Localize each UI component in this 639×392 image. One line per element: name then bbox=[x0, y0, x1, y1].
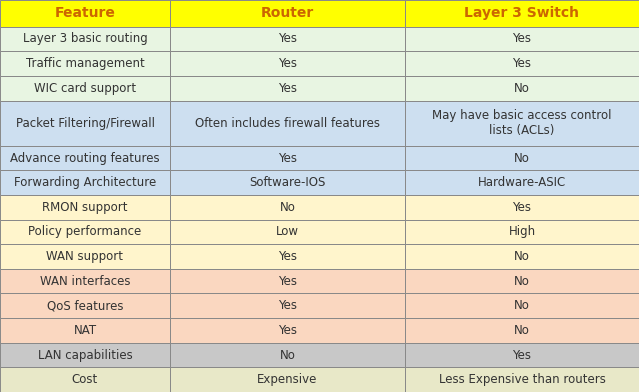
Bar bbox=[0, 294, 170, 318]
Text: Less Expensive than routers: Less Expensive than routers bbox=[438, 373, 605, 386]
Bar bbox=[170, 171, 405, 195]
Text: Yes: Yes bbox=[278, 57, 297, 70]
Bar bbox=[405, 76, 639, 101]
Bar bbox=[170, 76, 405, 101]
Bar bbox=[0, 0, 170, 27]
Text: Layer 3 Switch: Layer 3 Switch bbox=[465, 6, 580, 20]
Text: No: No bbox=[514, 275, 530, 288]
Bar bbox=[0, 244, 170, 269]
Bar bbox=[405, 220, 639, 244]
Bar bbox=[170, 318, 405, 343]
Text: Hardware-ASIC: Hardware-ASIC bbox=[478, 176, 566, 189]
Text: Yes: Yes bbox=[278, 324, 297, 337]
Bar bbox=[170, 27, 405, 51]
Bar bbox=[0, 318, 170, 343]
Bar bbox=[405, 269, 639, 294]
Text: Cost: Cost bbox=[72, 373, 98, 386]
Bar bbox=[405, 171, 639, 195]
Bar bbox=[405, 244, 639, 269]
Text: LAN capabilities: LAN capabilities bbox=[38, 348, 132, 361]
Bar bbox=[405, 294, 639, 318]
Text: Often includes firewall features: Often includes firewall features bbox=[195, 117, 380, 130]
Text: Yes: Yes bbox=[278, 152, 297, 165]
Bar bbox=[0, 171, 170, 195]
Bar bbox=[170, 0, 405, 27]
Bar bbox=[405, 146, 639, 171]
Text: WIC card support: WIC card support bbox=[34, 82, 136, 95]
Text: Packet Filtering/Firewall: Packet Filtering/Firewall bbox=[15, 117, 155, 130]
Bar bbox=[0, 195, 170, 220]
Text: Yes: Yes bbox=[512, 201, 532, 214]
Text: Yes: Yes bbox=[512, 57, 532, 70]
Text: Layer 3 basic routing: Layer 3 basic routing bbox=[22, 33, 148, 45]
Bar bbox=[0, 146, 170, 171]
Text: Low: Low bbox=[276, 225, 299, 238]
Text: NAT: NAT bbox=[73, 324, 96, 337]
Bar bbox=[170, 269, 405, 294]
Bar bbox=[170, 343, 405, 367]
Text: No: No bbox=[514, 250, 530, 263]
Bar bbox=[405, 0, 639, 27]
Text: Yes: Yes bbox=[278, 299, 297, 312]
Bar bbox=[170, 51, 405, 76]
Text: Yes: Yes bbox=[278, 275, 297, 288]
Bar bbox=[405, 343, 639, 367]
Bar bbox=[0, 51, 170, 76]
Text: RMON support: RMON support bbox=[42, 201, 128, 214]
Text: High: High bbox=[509, 225, 535, 238]
Text: WAN support: WAN support bbox=[47, 250, 123, 263]
Bar bbox=[405, 27, 639, 51]
Text: Yes: Yes bbox=[512, 348, 532, 361]
Bar bbox=[405, 51, 639, 76]
Bar bbox=[0, 101, 170, 146]
Text: No: No bbox=[514, 324, 530, 337]
Text: Yes: Yes bbox=[512, 33, 532, 45]
Text: Traffic management: Traffic management bbox=[26, 57, 144, 70]
Text: Software-IOS: Software-IOS bbox=[249, 176, 326, 189]
Text: No: No bbox=[514, 82, 530, 95]
Bar bbox=[0, 76, 170, 101]
Bar bbox=[0, 343, 170, 367]
Bar bbox=[0, 367, 170, 392]
Text: No: No bbox=[280, 201, 295, 214]
Bar bbox=[170, 244, 405, 269]
Bar bbox=[405, 101, 639, 146]
Bar bbox=[405, 318, 639, 343]
Bar bbox=[405, 195, 639, 220]
Bar bbox=[0, 27, 170, 51]
Text: Policy performance: Policy performance bbox=[28, 225, 142, 238]
Text: No: No bbox=[514, 152, 530, 165]
Bar bbox=[170, 367, 405, 392]
Bar bbox=[405, 367, 639, 392]
Text: Yes: Yes bbox=[278, 250, 297, 263]
Bar bbox=[170, 195, 405, 220]
Bar bbox=[170, 146, 405, 171]
Text: Feature: Feature bbox=[54, 6, 116, 20]
Text: Yes: Yes bbox=[278, 33, 297, 45]
Text: May have basic access control
lists (ACLs): May have basic access control lists (ACL… bbox=[432, 109, 612, 137]
Bar bbox=[170, 294, 405, 318]
Text: QoS features: QoS features bbox=[47, 299, 123, 312]
Text: Forwarding Architecture: Forwarding Architecture bbox=[14, 176, 156, 189]
Text: Yes: Yes bbox=[278, 82, 297, 95]
Bar bbox=[170, 220, 405, 244]
Text: Expensive: Expensive bbox=[258, 373, 318, 386]
Bar bbox=[0, 220, 170, 244]
Text: No: No bbox=[514, 299, 530, 312]
Bar bbox=[0, 269, 170, 294]
Text: Router: Router bbox=[261, 6, 314, 20]
Bar bbox=[170, 101, 405, 146]
Text: No: No bbox=[280, 348, 295, 361]
Text: WAN interfaces: WAN interfaces bbox=[40, 275, 130, 288]
Text: Advance routing features: Advance routing features bbox=[10, 152, 160, 165]
